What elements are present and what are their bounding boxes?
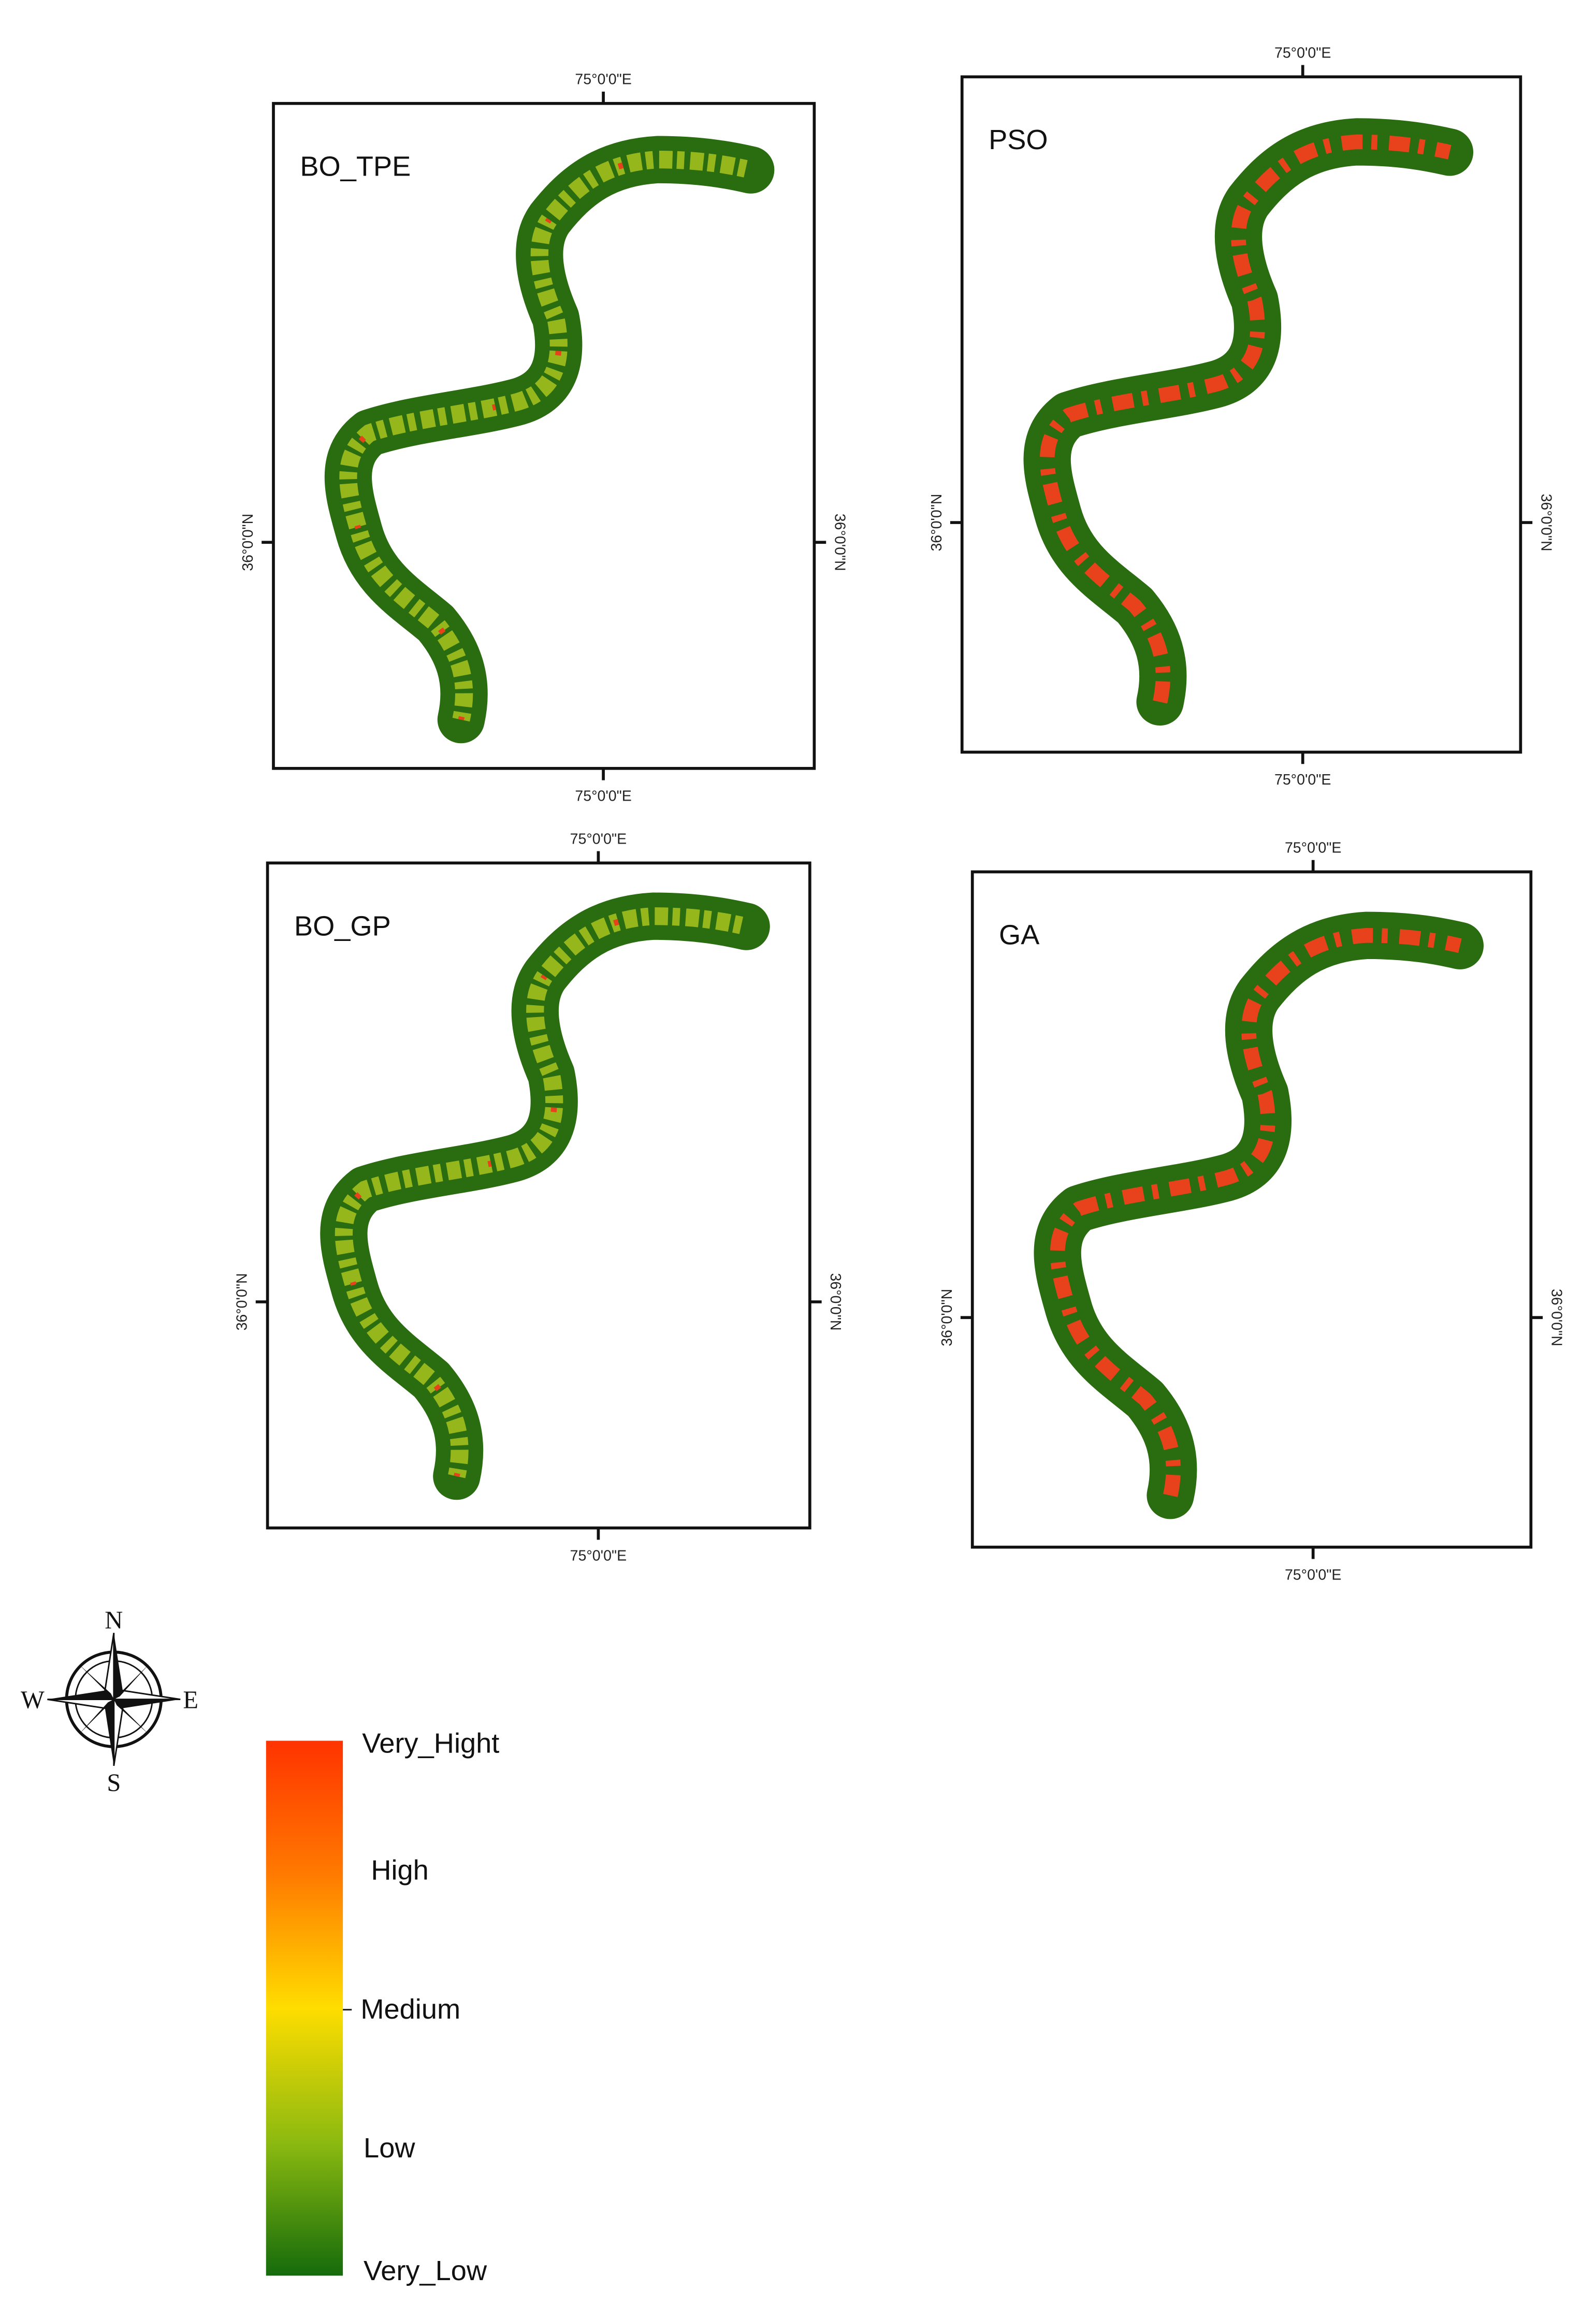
map-panel: PSO 75°0'0"E 75°0'0"E 36°0'0"N 36°0'0"N xyxy=(928,45,1555,788)
map-panel: GA 75°0'0"E 75°0'0"E 36°0'0"N 36°0'0"N xyxy=(939,839,1565,1583)
compass-rose: N S W E xyxy=(21,1607,198,1797)
compass-east: E xyxy=(183,1687,198,1714)
panel-label: PSO xyxy=(989,124,1048,155)
top-coordinate: 75°0'0"E xyxy=(575,71,631,88)
right-coordinate: 36°0'0"N xyxy=(827,1273,844,1330)
compass-point xyxy=(47,1690,114,1700)
top-coordinate: 75°0'0"E xyxy=(570,831,627,847)
panel-label: BO_TPE xyxy=(300,151,411,182)
bottom-coordinate: 75°0'0"E xyxy=(1285,1567,1341,1583)
bottom-coordinate: 75°0'0"E xyxy=(570,1547,627,1564)
legend-label: Very_Low xyxy=(364,2255,487,2286)
top-coordinate: 75°0'0"E xyxy=(1285,839,1341,856)
right-coordinate: 36°0'0"N xyxy=(1548,1289,1564,1346)
panel-label: BO_GP xyxy=(294,910,391,941)
compass-point xyxy=(78,1664,114,1700)
compass-point xyxy=(113,1699,181,1708)
compass-point xyxy=(105,1699,114,1766)
panel-label: GA xyxy=(999,919,1040,950)
left-coordinate: 36°0'0"N xyxy=(939,1289,955,1346)
map-panel: BO_GP 75°0'0"E 75°0'0"E 36°0'0"N 36°0'0"N xyxy=(234,831,844,1564)
legend-label: High xyxy=(371,1855,428,1886)
legend-ramp xyxy=(266,1741,343,2276)
right-coordinate: 36°0'0"N xyxy=(1537,494,1554,552)
bottom-coordinate: 75°0'0"E xyxy=(575,788,631,805)
compass-point xyxy=(78,1699,114,1735)
compass-point xyxy=(113,1633,123,1700)
right-coordinate: 36°0'0"N xyxy=(831,514,848,571)
left-coordinate: 36°0'0"N xyxy=(234,1273,251,1330)
top-coordinate: 75°0'0"E xyxy=(1274,45,1331,61)
compass-north: N xyxy=(105,1607,123,1634)
legend: Very_Hight High Medium Low Very_Low xyxy=(343,1728,499,2286)
left-coordinate: 36°0'0"N xyxy=(240,514,256,571)
legend-label: Very_Hight xyxy=(362,1728,499,1759)
legend-label: Low xyxy=(364,2133,415,2164)
left-coordinate: 36°0'0"N xyxy=(928,494,945,552)
map-panel: BO_TPE 75°0'0"E 75°0'0"E 36°0'0"N 36°0'0"N xyxy=(240,71,848,805)
compass-south: S xyxy=(107,1769,121,1796)
compass-west: W xyxy=(21,1687,45,1714)
bottom-coordinate: 75°0'0"E xyxy=(1274,772,1331,788)
legend-label: Medium xyxy=(360,1994,460,2025)
